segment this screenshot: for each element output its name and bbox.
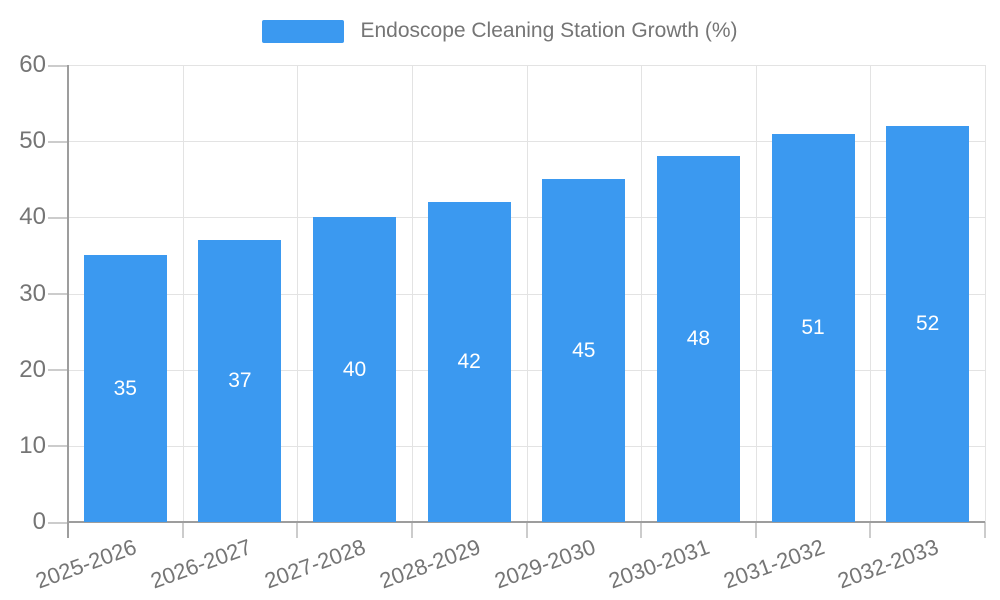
y-axis-tick-label: 10 (19, 431, 46, 459)
legend-swatch (262, 19, 345, 43)
bar-value-label: 52 (916, 311, 940, 335)
bar-2030-2031[interactable]: 48 (656, 156, 740, 522)
gridline-vertical (526, 65, 528, 522)
legend[interactable]: Endoscope Cleaning Station Growth (%) (0, 15, 1000, 47)
bar-2028-2029[interactable]: 42 (427, 202, 511, 522)
gridline-vertical (297, 65, 299, 522)
legend-label: Endoscope Cleaning Station Growth (%) (360, 19, 738, 42)
x-axis-tick (525, 522, 528, 538)
y-axis-tick (48, 293, 68, 295)
x-axis-line (68, 521, 985, 523)
x-axis-category-label: 2029-2030 (490, 534, 599, 594)
bar-value-label: 48 (686, 327, 711, 351)
bar-2025-2026[interactable]: 35 (83, 255, 167, 522)
bar-value-label: 45 (572, 338, 596, 362)
x-axis-category-label: 2025-2026 (32, 534, 140, 594)
x-axis-category-label: 2032-2033 (834, 534, 943, 594)
gridline-vertical (411, 65, 413, 522)
y-axis-line (67, 65, 69, 538)
x-axis-tick (984, 522, 986, 538)
x-axis-tick (181, 522, 184, 538)
gridline-vertical (755, 65, 757, 522)
bar-2031-2032[interactable]: 51 (771, 133, 855, 522)
x-axis-tick (296, 522, 299, 538)
x-axis-tick (640, 522, 643, 538)
bar-value-label: 35 (113, 376, 137, 400)
bar-value-label: 42 (457, 350, 481, 374)
y-axis-tick-label: 30 (19, 279, 46, 307)
y-axis-tick (48, 369, 68, 372)
y-axis-tick (48, 216, 68, 219)
bar-2029-2030[interactable]: 45 (542, 179, 626, 522)
y-axis-tick-label: 20 (19, 355, 46, 383)
x-axis-category-label: 2030-2031 (605, 534, 713, 594)
y-axis-tick (48, 140, 68, 143)
gridline-vertical (985, 65, 986, 522)
y-axis-tick-label: 0 (32, 508, 46, 535)
bar-value-label: 37 (228, 369, 252, 393)
x-axis-tick (754, 522, 757, 538)
bar-value-label: 51 (801, 315, 825, 339)
x-axis-tick (410, 522, 413, 538)
x-axis-category-label: 2031-2032 (720, 534, 828, 594)
y-axis-tick-label: 40 (19, 203, 46, 231)
y-axis-tick (48, 521, 68, 524)
bar-2032-2033[interactable]: 52 (886, 125, 970, 522)
y-axis-tick (48, 64, 68, 67)
x-axis-category-label: 2026-2027 (147, 534, 255, 594)
gridline-vertical (870, 65, 872, 522)
gridline-vertical (182, 65, 184, 522)
bar-2027-2028[interactable]: 40 (313, 217, 397, 522)
x-axis-tick (869, 522, 872, 538)
y-axis-tick-label: 60 (19, 51, 46, 78)
x-axis-category-label: 2027-2028 (261, 534, 370, 594)
x-axis-category-label: 2028-2029 (376, 534, 484, 594)
y-axis-tick-label: 50 (19, 127, 46, 155)
gridline-vertical (641, 65, 643, 522)
bar-value-label: 40 (342, 357, 367, 381)
bar-2026-2027[interactable]: 37 (198, 240, 282, 522)
y-axis-tick (48, 445, 68, 448)
